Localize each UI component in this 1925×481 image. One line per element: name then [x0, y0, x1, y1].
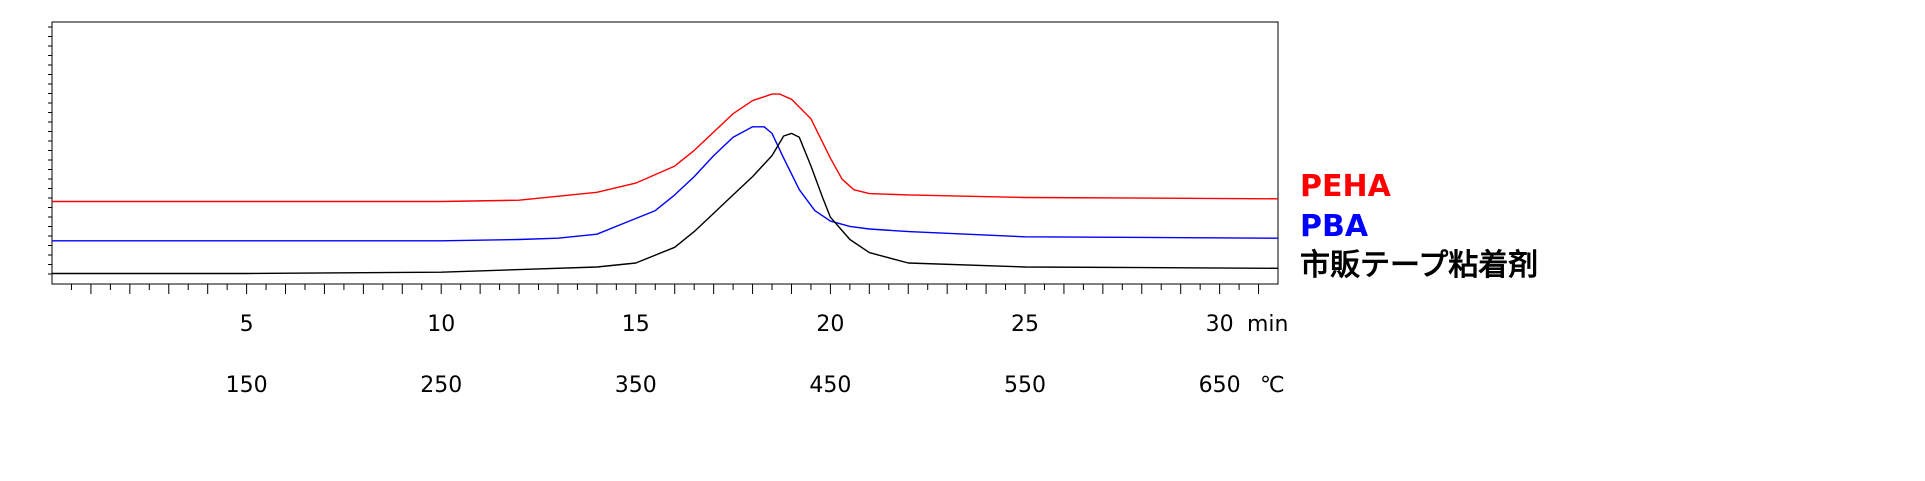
x-axis-unit-label: min	[1247, 312, 1289, 337]
series-layer	[52, 93, 1279, 275]
y-axis-ticks	[48, 26, 52, 275]
x2-axis-unit-label: ℃	[1260, 373, 1285, 398]
x2-tick-label: 350	[615, 373, 657, 398]
x-axis-time-labels: 5 10 15 20 25 30	[240, 312, 1234, 337]
x2-tick-label: 650	[1199, 373, 1241, 398]
legend-label: 市販テープ粘着剤	[1300, 248, 1538, 283]
x-axis-minor-ticks	[70, 284, 1260, 294]
x2-tick-label: 150	[226, 373, 268, 398]
x-axis-temperature-labels: 150 250 350 450 550 650	[226, 373, 1241, 398]
series-line	[52, 132, 1279, 275]
x-tick-label: 20	[816, 312, 844, 337]
x2-tick-label: 550	[1004, 373, 1046, 398]
x-tick-label: 25	[1011, 312, 1039, 337]
legend: PEHA PBA 市販テープ粘着剤	[1300, 169, 1538, 283]
x-tick-label: 5	[240, 312, 254, 337]
x-tick-label: 10	[427, 312, 455, 337]
legend-label: PBA	[1300, 209, 1369, 244]
series-line	[52, 93, 1279, 203]
x-tick-label: 15	[622, 312, 650, 337]
x2-tick-label: 450	[809, 373, 851, 398]
series-line	[52, 126, 1279, 242]
x-tick-label: 30	[1206, 312, 1234, 337]
legend-label: PEHA	[1300, 169, 1392, 204]
plot-frame	[51, 21, 1279, 285]
x2-tick-label: 250	[420, 373, 462, 398]
